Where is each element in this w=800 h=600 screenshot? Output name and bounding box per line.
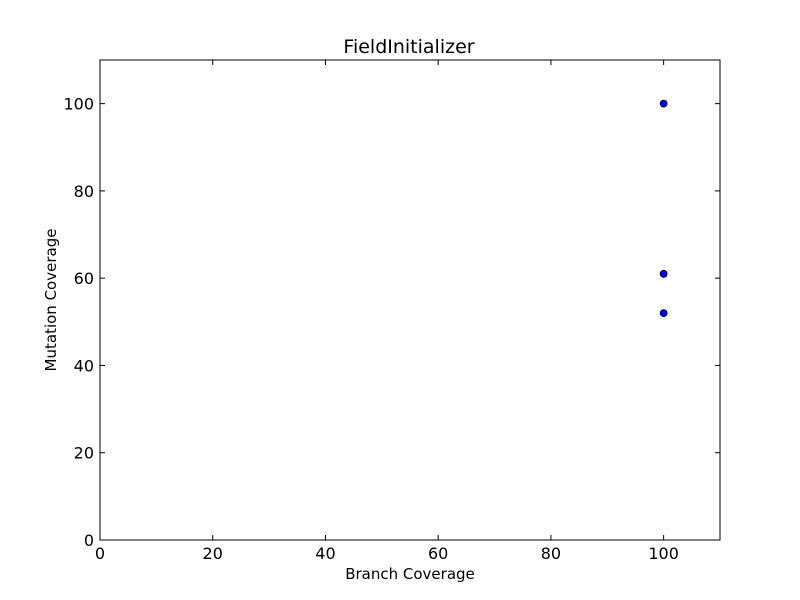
plot-frame bbox=[99, 59, 721, 541]
x-tick-label: 40 bbox=[315, 544, 335, 563]
data-point bbox=[659, 309, 668, 317]
data-point bbox=[659, 99, 668, 108]
y-axis-label: Mutation Coverage bbox=[42, 229, 60, 372]
x-tick-label: 80 bbox=[541, 544, 561, 563]
chart-title: FieldInitializer bbox=[343, 36, 474, 58]
y-tick-label: 20 bbox=[74, 444, 94, 463]
y-tick-label: 80 bbox=[74, 182, 94, 201]
y-tick-label: 60 bbox=[74, 269, 94, 288]
x-tick-label: 20 bbox=[203, 544, 223, 563]
x-tick-label: 100 bbox=[648, 544, 679, 563]
y-tick-label: 0 bbox=[84, 531, 94, 550]
y-tick-label: 40 bbox=[74, 356, 94, 375]
plot-area: 0 20 40 60 80 100 0 20 40 60 80 100 bbox=[63, 60, 720, 563]
x-tick-label: 0 bbox=[95, 544, 105, 563]
y-tick-label: 100 bbox=[63, 95, 94, 114]
x-tick-label: 60 bbox=[428, 544, 448, 563]
x-axis-label: Branch Coverage bbox=[345, 565, 475, 583]
data-point bbox=[659, 269, 668, 278]
